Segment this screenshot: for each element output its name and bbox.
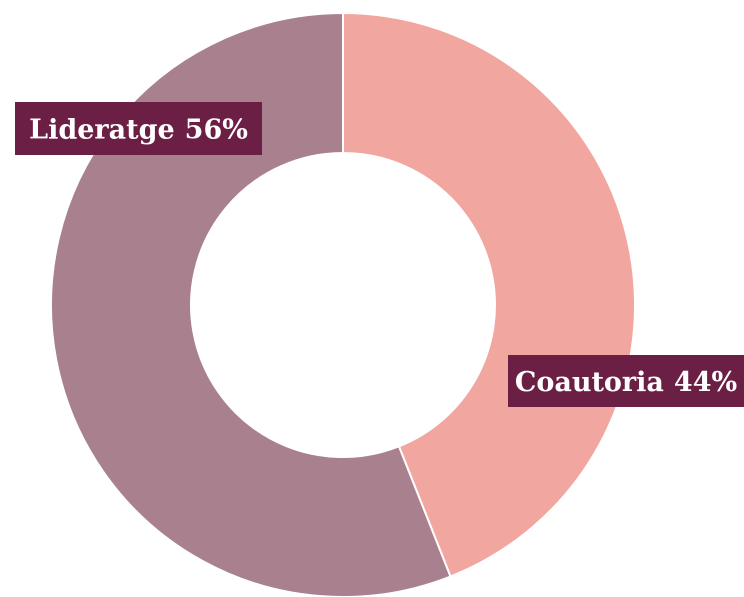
label-box xyxy=(508,355,744,407)
value-label: 56% xyxy=(185,114,248,145)
donut-slice xyxy=(50,11,452,597)
value-label: 44% xyxy=(674,367,737,398)
label-box xyxy=(15,102,262,155)
category-name: Lideratge xyxy=(29,114,175,145)
donut-slice xyxy=(342,11,636,578)
category-name: Coautoria xyxy=(515,367,664,398)
slice-label: Coautoria 44% xyxy=(515,367,737,398)
slice-label: Lideratge 56% xyxy=(29,114,248,145)
